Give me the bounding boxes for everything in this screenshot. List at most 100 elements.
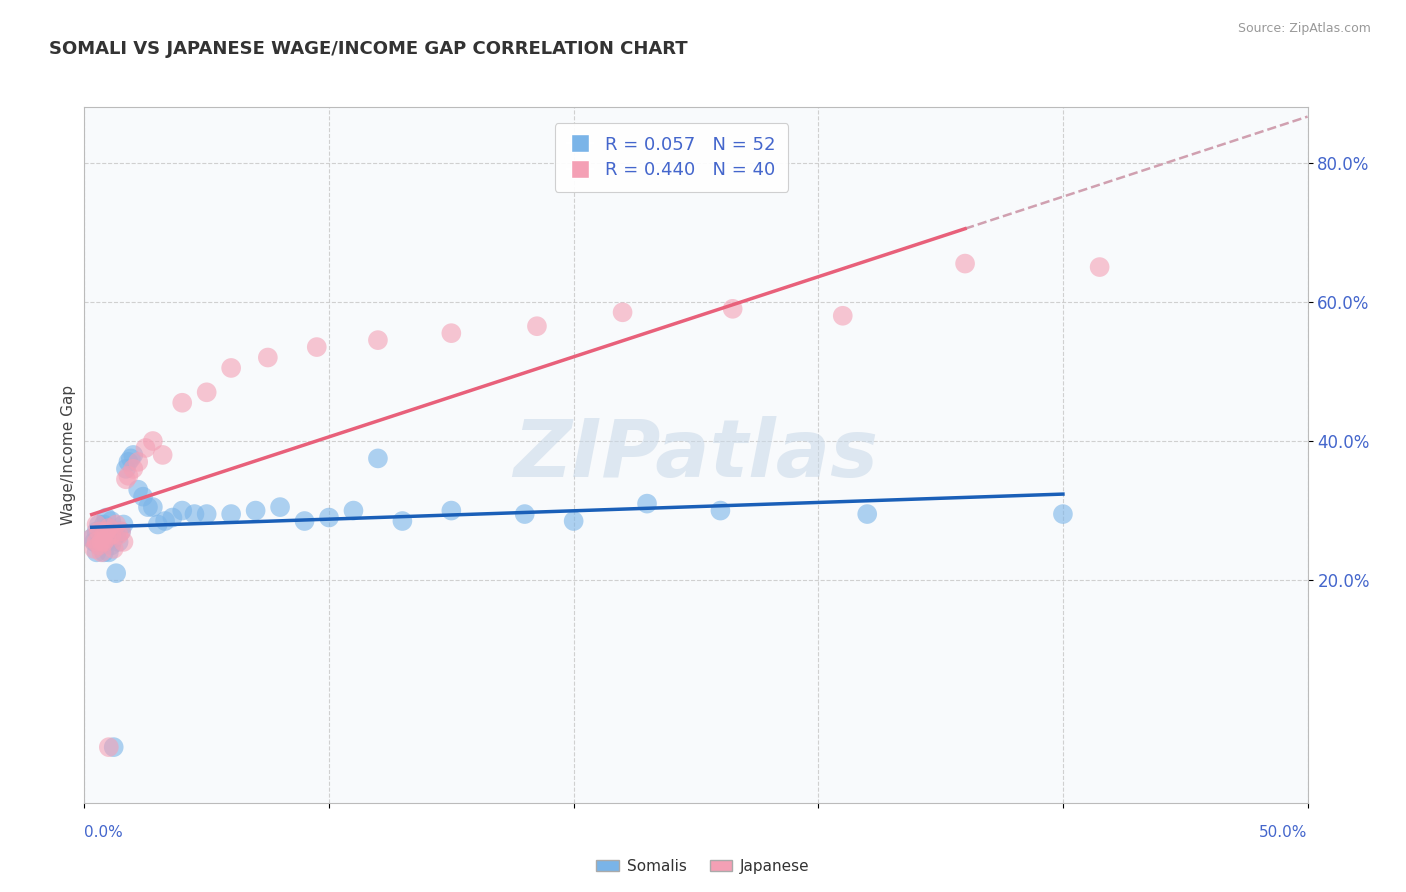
Point [115, 462, 138, 476]
Point [105, 528, 128, 542]
Point [136, 500, 159, 514]
Point [86, 545, 108, 559]
Point [636, 497, 658, 511]
Point [1052, 507, 1074, 521]
Point [294, 514, 316, 528]
Point [318, 510, 340, 524]
Point [115, 472, 138, 486]
Point [110, 524, 132, 539]
Legend: Somalis, Japanese: Somalis, Japanese [591, 853, 815, 880]
Point [219, 361, 242, 376]
Point [440, 326, 463, 341]
Point [93, 528, 115, 542]
Text: 50.0%: 50.0% [1260, 825, 1308, 840]
Point [953, 257, 976, 271]
Point [162, 510, 184, 524]
Text: ZIPatlas: ZIPatlas [513, 416, 879, 494]
Point [172, 396, 194, 410]
Point [103, 532, 125, 546]
Point [87, 538, 110, 552]
Point [87, 524, 110, 539]
Point [183, 507, 205, 521]
Point [112, 517, 135, 532]
Point [526, 319, 548, 334]
Point [93, 534, 115, 549]
Text: 0.0%: 0.0% [84, 825, 124, 840]
Point [107, 534, 129, 549]
Point [117, 455, 139, 469]
Point [97, 740, 120, 755]
Text: SOMALI VS JAPANESE WAGE/INCOME GAP CORRELATION CHART: SOMALI VS JAPANESE WAGE/INCOME GAP CORRE… [49, 40, 688, 58]
Point [122, 462, 145, 476]
Point [100, 528, 122, 542]
Point [245, 503, 267, 517]
Point [86, 534, 108, 549]
Point [105, 566, 128, 581]
Y-axis label: Wage/Income Gap: Wage/Income Gap [60, 384, 76, 525]
Point [117, 468, 139, 483]
Point [97, 521, 120, 535]
Point [107, 528, 129, 542]
Point [90, 534, 112, 549]
Point [342, 503, 364, 517]
Point [120, 451, 142, 466]
Point [132, 490, 155, 504]
Point [103, 541, 125, 556]
Point [152, 448, 174, 462]
Point [1088, 260, 1111, 274]
Point [86, 517, 108, 532]
Point [135, 441, 157, 455]
Point [86, 524, 108, 539]
Point [195, 385, 218, 400]
Point [709, 503, 731, 517]
Point [100, 538, 122, 552]
Point [831, 309, 853, 323]
Point [856, 507, 879, 521]
Point [112, 534, 135, 549]
Legend: R = 0.057   N = 52, R = 0.440   N = 40: R = 0.057 N = 52, R = 0.440 N = 40 [554, 123, 789, 192]
Point [367, 451, 389, 466]
Point [103, 740, 125, 755]
Point [219, 507, 242, 521]
Point [127, 455, 149, 469]
Point [562, 514, 585, 528]
Point [96, 524, 118, 539]
Point [97, 521, 120, 535]
Point [721, 301, 744, 316]
Point [83, 541, 105, 556]
Point [96, 532, 118, 546]
Point [142, 434, 165, 448]
Point [83, 534, 105, 549]
Point [105, 517, 128, 532]
Point [93, 545, 115, 559]
Point [440, 503, 463, 517]
Point [110, 524, 132, 539]
Text: Source: ZipAtlas.com: Source: ZipAtlas.com [1237, 22, 1371, 36]
Point [305, 340, 328, 354]
Point [90, 528, 112, 542]
Point [172, 503, 194, 517]
Point [513, 507, 536, 521]
Point [612, 305, 634, 319]
Point [87, 517, 110, 532]
Point [122, 448, 145, 462]
Point [80, 532, 103, 546]
Point [127, 483, 149, 497]
Point [367, 333, 389, 347]
Point [96, 534, 118, 549]
Point [90, 545, 112, 559]
Point [87, 538, 110, 552]
Point [391, 514, 413, 528]
Point [195, 507, 218, 521]
Point [97, 545, 120, 559]
Point [142, 500, 165, 514]
Point [90, 524, 112, 539]
Point [269, 500, 291, 514]
Point [153, 514, 176, 528]
Point [96, 510, 118, 524]
Point [257, 351, 280, 365]
Point [93, 517, 115, 532]
Point [100, 514, 122, 528]
Point [146, 517, 169, 532]
Point [80, 532, 103, 546]
